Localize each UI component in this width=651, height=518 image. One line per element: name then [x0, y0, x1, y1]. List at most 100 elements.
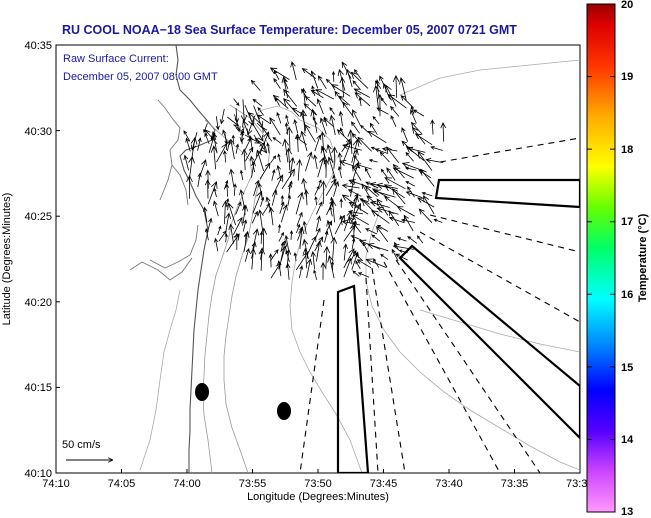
y-tick-label: 40:20 [24, 297, 52, 309]
x-tick-label: 73:45 [370, 478, 398, 490]
current-vector [374, 148, 389, 154]
current-vector [257, 106, 264, 116]
station-marker-2 [277, 402, 291, 420]
current-vector [388, 216, 405, 224]
shipping-lanes [336, 178, 580, 473]
y-tick-label: 40:15 [24, 382, 52, 394]
current-vector [340, 127, 345, 137]
current-vector [269, 117, 281, 136]
current-vector [285, 114, 289, 125]
current-vector [352, 270, 360, 277]
current-vector [314, 185, 320, 196]
current-vector [354, 92, 371, 107]
current-vector [283, 88, 298, 107]
colorbar-tick-label: 14 [621, 434, 634, 446]
current-vector [207, 217, 213, 233]
colorbar-gradient [586, 3, 616, 513]
x-tick-label: 73:35 [501, 478, 529, 490]
current-vector [342, 243, 348, 261]
current-vector [301, 87, 307, 106]
current-vector [410, 109, 417, 124]
current-vector [339, 76, 346, 98]
current-vector [350, 235, 362, 241]
current-vector [333, 180, 340, 197]
colorbar: 20 19 18 17 16 15 14 13 Temperature (°C) [586, 0, 649, 518]
current-vector [294, 133, 301, 153]
current-vector [351, 138, 360, 163]
current-vector [228, 138, 235, 160]
current-vector [280, 194, 284, 205]
current-vector [399, 76, 407, 101]
radar-coverage-lines [299, 137, 580, 473]
x-tick-label: 74:05 [108, 478, 136, 490]
current-vector [410, 105, 415, 115]
current-vector [234, 232, 240, 250]
current-vector [222, 129, 228, 145]
current-vector [343, 248, 355, 269]
current-vector [225, 212, 231, 233]
current-vector [277, 223, 282, 234]
current-vector [386, 146, 400, 164]
current-vector [273, 78, 281, 89]
current-vector [241, 204, 248, 226]
current-vector [352, 165, 362, 181]
x-tick-label: 74:10 [42, 478, 70, 490]
current-vector [371, 234, 381, 242]
current-vector [343, 210, 353, 232]
current-vector [342, 101, 355, 118]
current-vector [364, 185, 378, 198]
current-vector [391, 248, 399, 262]
current-vector [259, 162, 271, 180]
current-vector [430, 119, 435, 135]
current-vector [296, 158, 303, 181]
current-vector [255, 149, 264, 172]
station-marker-1 [195, 383, 209, 401]
current-vector [280, 204, 288, 223]
current-vector [225, 183, 230, 197]
current-vector [314, 195, 318, 205]
current-vector [423, 195, 435, 215]
current-vector [304, 95, 317, 107]
current-vector [388, 210, 400, 227]
current-vector [381, 147, 398, 152]
current-vector [418, 208, 433, 224]
current-vector [330, 84, 351, 97]
current-vector [197, 137, 202, 151]
current-vector [221, 200, 229, 225]
current-vector [430, 146, 443, 151]
scale-arrow-label: 50 cm/s [62, 439, 101, 451]
colorbar-tick-label: 20 [621, 0, 633, 11]
current-vector [302, 247, 309, 269]
current-vector [244, 247, 250, 262]
current-vector [235, 201, 242, 215]
current-vector [403, 214, 414, 232]
current-vector [272, 137, 282, 145]
current-vector [210, 145, 218, 170]
current-vector [268, 206, 274, 226]
current-vector [405, 151, 414, 162]
current-vector [348, 216, 362, 234]
current-vector [310, 89, 324, 99]
bathymetry-contour-3 [289, 119, 363, 473]
current-vector [376, 93, 384, 117]
current-vector [252, 190, 263, 214]
colorbar-tick-label: 18 [621, 144, 633, 156]
current-vector [380, 253, 389, 260]
current-vector [412, 109, 425, 117]
current-vector [361, 183, 371, 199]
current-vector [325, 178, 337, 197]
colorbar-tick-label: 15 [621, 362, 633, 374]
current-vector [425, 157, 444, 164]
current-vector [341, 219, 361, 226]
current-vector [241, 148, 248, 171]
current-vector [202, 206, 208, 223]
current-vector [334, 214, 345, 235]
current-vector [319, 117, 327, 135]
current-vector [257, 182, 263, 197]
current-vector [244, 146, 254, 162]
current-vector [315, 215, 322, 232]
current-vector [210, 130, 218, 154]
current-vector [204, 179, 211, 199]
legend-line-1: Raw Surface Current: [63, 53, 169, 65]
current-vector [351, 214, 369, 225]
